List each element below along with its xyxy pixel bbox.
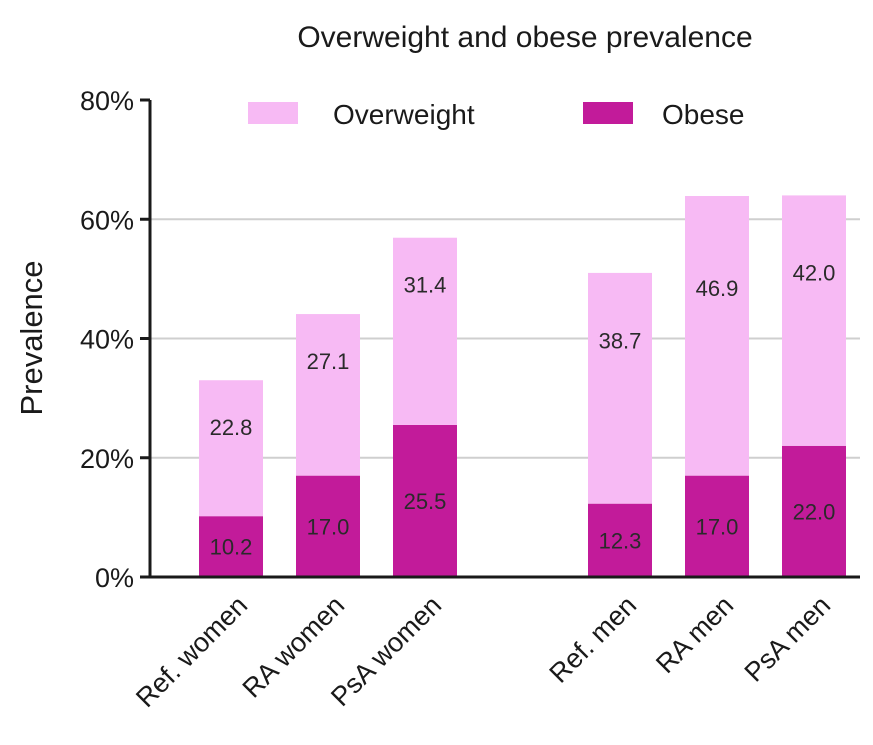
bar-obese [296,475,360,577]
legend-swatch-obese [583,102,633,124]
value-label-obese: 12.3 [599,528,642,553]
value-label-obese: 25.5 [404,489,447,514]
bar-overweight [782,195,846,446]
value-label-overweight: 27.1 [307,349,350,374]
value-label-overweight: 46.9 [696,276,739,301]
x-tick-label: Ref. women [130,590,253,713]
bar-overweight [393,237,457,425]
value-label-obese: 22.0 [793,499,836,524]
value-label-overweight: 31.4 [404,273,447,298]
bar-obese [782,445,846,577]
y-tick-label: 20% [80,444,134,474]
bar-overweight [296,314,360,476]
y-axis-label: Prevalence [14,260,49,415]
bars: 10.2 22.8 17.0 27.1 25.5 31.4 12.3 38.7 17.0 46.9… [199,195,846,577]
x-tick-label: Ref. men [544,590,643,689]
bar-obese [393,424,457,577]
bar-obese [199,516,263,577]
x-tick-label: RA men [650,590,739,679]
legend-swatch-overweight [248,102,298,124]
value-label-overweight: 42.0 [793,261,836,286]
y-tick-label: 0% [95,563,134,593]
value-label-overweight: 38.7 [599,328,642,353]
legend: Overweight Obese [248,99,745,130]
value-label-obese: 17.0 [307,514,350,539]
chart-title: Overweight and obese prevalence [297,21,752,54]
x-tick-label: PsA men [739,590,837,688]
value-label-overweight: 22.8 [210,415,253,440]
bar-obese [685,475,749,577]
legend-label-obese: Obese [662,99,745,130]
y-tick-label: 40% [80,325,134,355]
bar-obese [588,503,652,577]
legend-label-overweight: Overweight [333,99,475,130]
value-label-obese: 10.2 [210,535,253,560]
bar-overweight [199,380,263,517]
bar-overweight [588,272,652,504]
y-tick-label: 60% [80,205,134,235]
y-tick-label: 80% [80,86,134,116]
bar-overweight [685,195,749,476]
value-label-obese: 17.0 [696,514,739,539]
